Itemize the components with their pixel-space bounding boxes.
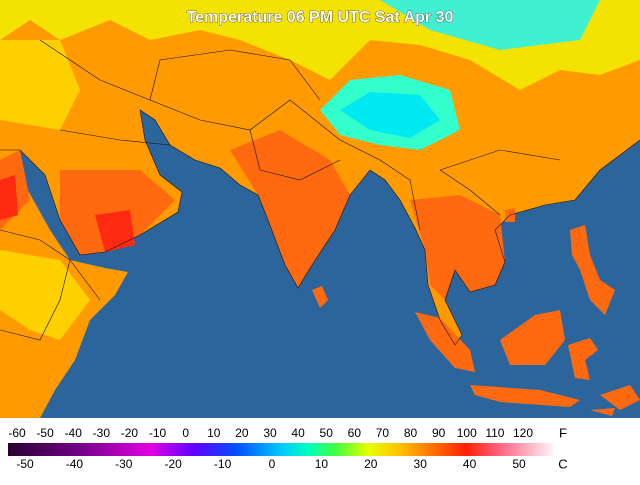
celsius-tick: -20 [165,457,183,471]
hot-south [0,130,505,300]
celsius-tick: 40 [463,457,477,471]
fahrenheit-tick: 90 [432,426,446,440]
celsius-tick: -30 [115,457,133,471]
fahrenheit-tick: 0 [182,426,189,440]
hot-spot [0,175,135,252]
fahrenheit-tick: -50 [36,426,54,440]
fahrenheit-tick: -60 [8,426,26,440]
fahrenheit-tick: 20 [235,426,249,440]
borneo [500,310,565,365]
fahrenheit-tick: 100 [457,426,477,440]
fahrenheit-tick: -10 [149,426,167,440]
fahrenheit-tick: -30 [93,426,111,440]
fahrenheit-tick: 50 [320,426,334,440]
fahrenheit-tick: -40 [65,426,83,440]
unit-label: F [559,425,567,440]
fahrenheit-tick: 30 [263,426,277,440]
west-yellow [0,40,90,340]
fahrenheit-tick: -20 [121,426,139,440]
tibet-cold [340,92,440,138]
color-scale [8,443,553,456]
fahrenheit-tick: 10 [207,426,221,440]
celsius-tick: 0 [269,457,276,471]
fahrenheit-tick: 70 [376,426,390,440]
map-title: Temperature 06 PM UTC Sat Apr 30 [187,9,454,26]
islands [312,208,640,416]
java [470,385,580,407]
sri-lanka [312,286,328,308]
fahrenheit-tick: 110 [485,426,504,440]
celsius-tick: -10 [214,457,232,471]
fahrenheit-tick: 60 [348,426,362,440]
map [0,0,640,418]
north-cyan [380,0,600,50]
borders [0,39,640,346]
celsius-tick: -50 [16,457,34,471]
sumatra [415,312,475,372]
celsius-tick: -40 [66,457,84,471]
fahrenheit-tick: 120 [513,426,533,440]
celsius-tick: 50 [512,457,526,471]
fahrenheit-tick: 80 [404,426,418,440]
celsius-tick: 10 [315,457,329,471]
celsius-tick: 20 [364,457,378,471]
east-islands [590,385,640,416]
legend: F C -60 -50 -40 -30 -20 -10 0 10 20 30 40 50 60 70 80 9… [8,425,567,471]
fahrenheit-tick: 40 [291,426,305,440]
philippines [570,225,615,315]
celsius-tick: 30 [414,457,428,471]
unit-label: C [558,456,567,471]
sulawesi [568,338,598,380]
